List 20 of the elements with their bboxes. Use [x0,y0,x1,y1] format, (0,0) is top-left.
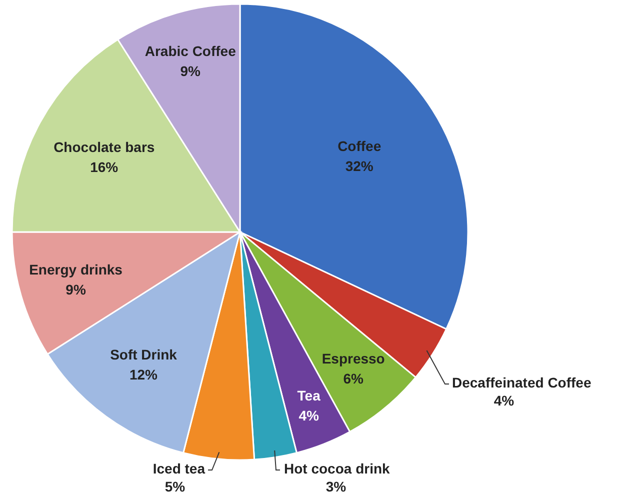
slice-label: Hot cocoa drink [284,460,390,477]
data-label: 5% [164,478,186,495]
data-label: 9% [66,281,86,298]
data-label: 3% [326,478,347,495]
slice-label: Chocolate bars [54,139,155,156]
data-label: 6% [343,370,364,387]
data-label: 4% [494,392,515,409]
data-label: 16% [90,159,119,176]
data-label: 12% [129,366,158,383]
slice-label: Soft Drink [110,346,178,363]
data-label: 32% [345,158,374,174]
slice-label: Coffee [338,138,382,154]
data-label: 4% [298,408,320,424]
slice-label: Arabic Coffee [144,42,236,59]
slice-label: Iced tea [152,460,206,477]
slice-label: Espresso [322,350,385,367]
slice-label: Decaffeinated Coffee [452,374,592,391]
slice-label: Tea [297,388,321,404]
data-label: 9% [180,62,202,79]
slice-label: Energy drinks [29,261,123,278]
